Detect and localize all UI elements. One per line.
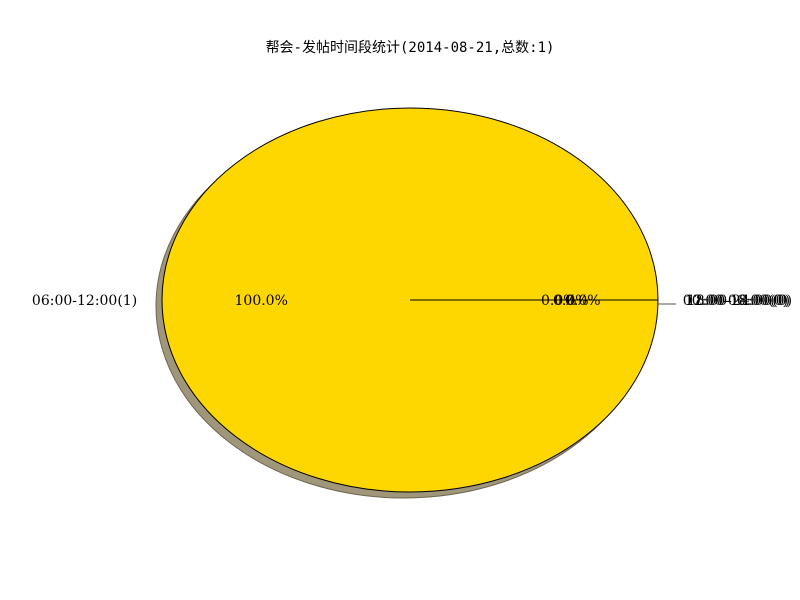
pie-layer: 06:00-12:00(1) 100.0% 00:00-06:00(0) 0.0% 12… — [32, 107, 792, 499]
slice-label: 12:00-18:00(0) — [685, 293, 790, 309]
slice-pct-label: 100.0% — [235, 293, 288, 309]
slice-label: 18:00-24:00(0) — [687, 293, 792, 309]
slice-pct-label: 0.0% — [541, 293, 577, 309]
slice-pct-label: 0.0% — [565, 293, 601, 309]
chart-title: 帮会-发帖时间段统计(2014-08-21,总数:1) — [266, 40, 555, 56]
slice-label: 06:00-12:00(1) — [32, 293, 137, 309]
slice-pct-label: 0.0% — [553, 293, 589, 309]
slice-label: 00:00-06:00(0) — [683, 293, 788, 309]
